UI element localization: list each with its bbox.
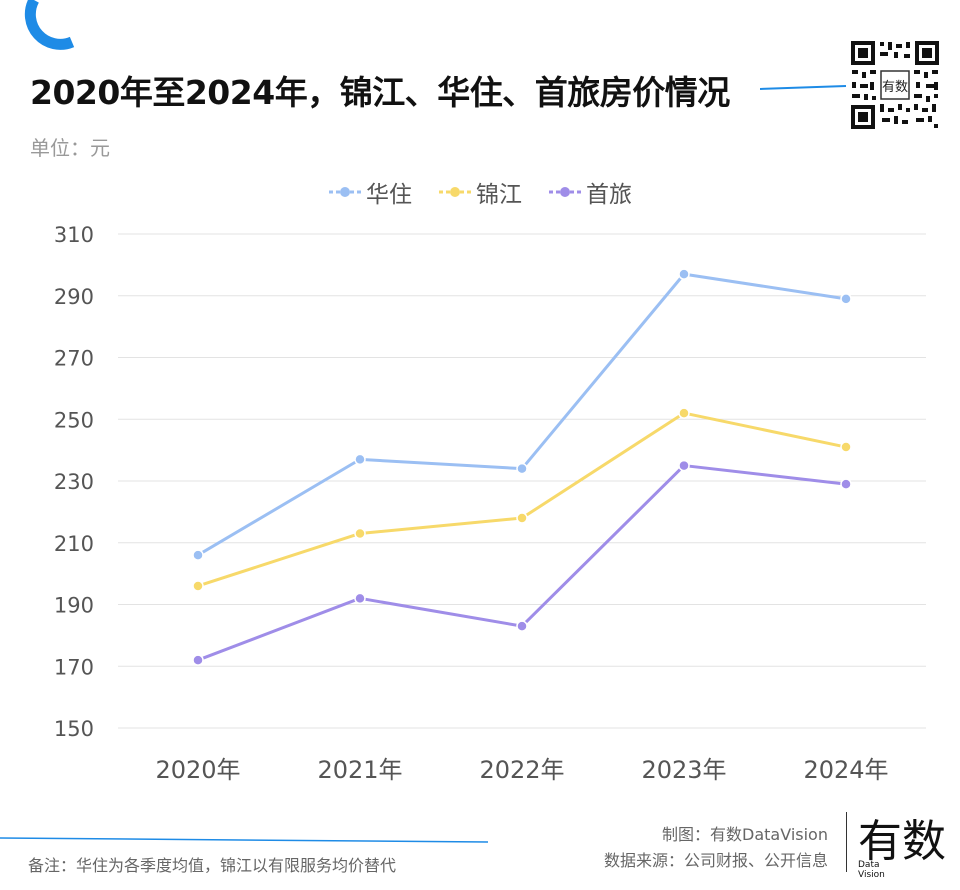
y-tick-label: 230 — [54, 470, 94, 494]
logo-text: 有数 — [858, 816, 946, 867]
chart-legend: 华住 锦江 首旅 — [0, 175, 960, 209]
datavision-logo: 有数 Data Vision — [858, 816, 946, 880]
data-point — [678, 459, 690, 472]
x-tick-label: 2021年 — [317, 756, 402, 784]
legend-swatch-icon — [549, 187, 581, 197]
data-point — [516, 462, 528, 475]
legend-item[interactable]: 华住 — [328, 175, 412, 209]
data-point — [840, 293, 852, 305]
data-point — [678, 407, 690, 419]
data-point — [192, 549, 204, 561]
y-tick-label: 290 — [54, 285, 94, 309]
legend-label: 锦江 — [476, 182, 522, 208]
footnote: 备注：华住为各季度均值，锦江以有限服务均价替代 — [28, 856, 397, 875]
legend-item[interactable]: 锦江 — [438, 175, 522, 209]
y-tick-label: 190 — [54, 594, 94, 618]
legend-label: 华住 — [366, 182, 412, 208]
y-tick-label: 210 — [54, 532, 94, 556]
x-tick-label: 2022年 — [479, 756, 564, 784]
data-point — [516, 512, 528, 524]
y-tick-label: 170 — [54, 655, 94, 679]
data-point — [192, 580, 204, 592]
unit-label: 单位：元 — [30, 136, 110, 160]
logo-subtext-data: Data — [858, 860, 880, 870]
footer-divider-line — [0, 837, 489, 843]
x-tick-label: 2023年 — [641, 756, 726, 784]
qr-center-label: 有数 — [882, 80, 908, 95]
legend-swatch-icon — [439, 187, 471, 197]
chart-title: 2020年至2024年，锦江、华住、首旅房价情况 — [30, 73, 730, 112]
data-point — [354, 453, 366, 466]
logo-subtext-vision: Vision — [858, 870, 885, 880]
y-tick-label: 310 — [54, 223, 94, 247]
data-point — [354, 592, 366, 605]
legend-swatch-icon — [329, 187, 361, 197]
data-point — [516, 620, 528, 632]
qr-code-icon[interactable]: 有数 — [848, 38, 942, 132]
y-tick-label: 270 — [54, 347, 94, 371]
credit-maker: 制图：有数DataVision — [662, 825, 828, 844]
x-tick-label: 2024年 — [803, 756, 888, 784]
credit-block: 制图：有数DataVision 数据来源：公司财报、公开信息 — [604, 822, 828, 874]
line-chart: 150 170 190 210 230 250 270 290 310 2020年 2021年 202… — [54, 223, 926, 784]
x-tick-label: 2020年 — [155, 756, 240, 784]
credit-source: 数据来源：公司财报、公开信息 — [603, 851, 828, 870]
data-point — [840, 441, 852, 453]
legend-item[interactable]: 首旅 — [548, 175, 632, 209]
y-tick-label: 250 — [54, 408, 94, 432]
title-connector-line — [760, 85, 847, 90]
y-tick-label: 150 — [54, 717, 94, 741]
data-point — [192, 654, 204, 666]
legend-label: 首旅 — [586, 182, 632, 208]
decorative-arc-icon — [24, 0, 75, 50]
series-line — [197, 411, 847, 588]
data-point — [840, 478, 852, 490]
logo-divider — [846, 812, 847, 872]
data-point — [678, 268, 690, 280]
data-point — [354, 527, 366, 540]
